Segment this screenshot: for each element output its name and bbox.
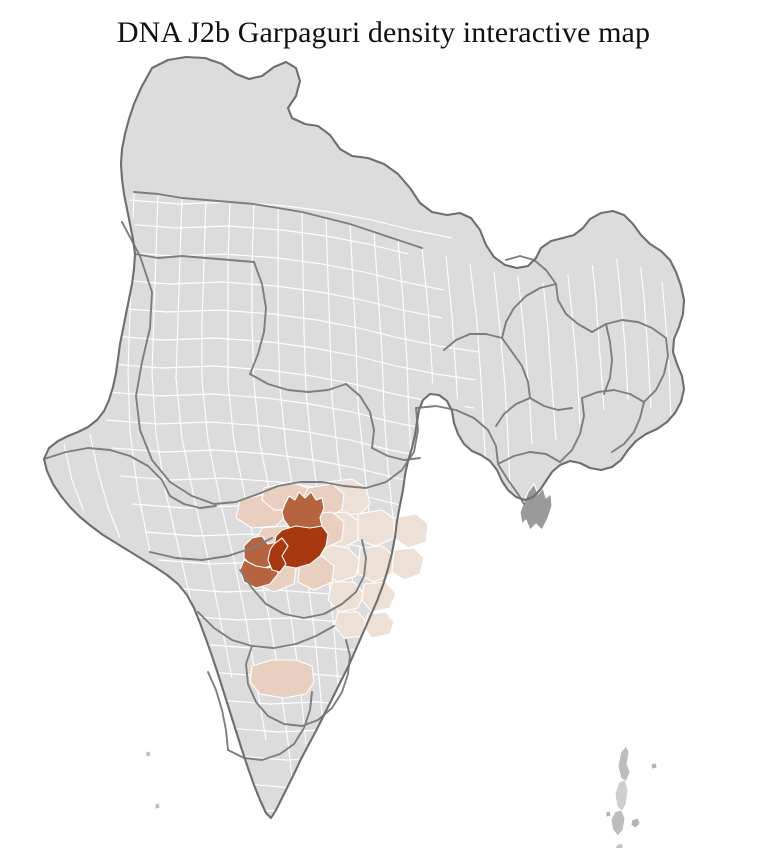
andaman-south-island [610, 809, 626, 837]
india-landmass [43, 56, 685, 820]
country-outline-group [44, 57, 684, 818]
district-highlight-south-outlier[interactable] [250, 660, 314, 698]
india-choropleth-svg[interactable] [0, 52, 767, 848]
highlight-group-delta-gray[interactable] [520, 484, 552, 530]
district-highlight-verylight[interactable] [394, 514, 428, 548]
andaman-middle-island [614, 779, 629, 813]
base-landmass-group [43, 56, 685, 820]
district-highlight-verylight[interactable] [328, 582, 364, 612]
map-canvas[interactable] [0, 52, 767, 848]
district-highlight-central-medium[interactable] [282, 492, 324, 532]
district-highlight-verylight[interactable] [392, 548, 424, 580]
andaman-small-islet-a [650, 762, 658, 770]
district-highlight-west-medium[interactable] [240, 560, 278, 588]
state-borders-group [44, 192, 668, 760]
district-highlight-core-dark[interactable] [268, 538, 288, 572]
highlight-group-south-outlier[interactable] [250, 660, 314, 698]
nicobar-island-a [614, 842, 624, 848]
andaman-north-island [617, 745, 631, 783]
lakshadweep-islet-b [154, 802, 161, 810]
district-highlight-verylight[interactable] [358, 546, 394, 582]
lakshadweep-islet-a [145, 750, 152, 758]
andaman-small-islet-b [605, 810, 612, 818]
page-title: DNA J2b Garpaguri density interactive ma… [116, 16, 651, 49]
highlight-group-core-dark[interactable] [268, 526, 328, 572]
district-highlight-delta-gray[interactable] [520, 484, 552, 530]
andaman-east-islet [630, 817, 641, 829]
highlight-group-central-north[interactable] [282, 492, 324, 532]
district-highlight-verylight[interactable] [364, 612, 394, 638]
island-group [145, 745, 658, 848]
